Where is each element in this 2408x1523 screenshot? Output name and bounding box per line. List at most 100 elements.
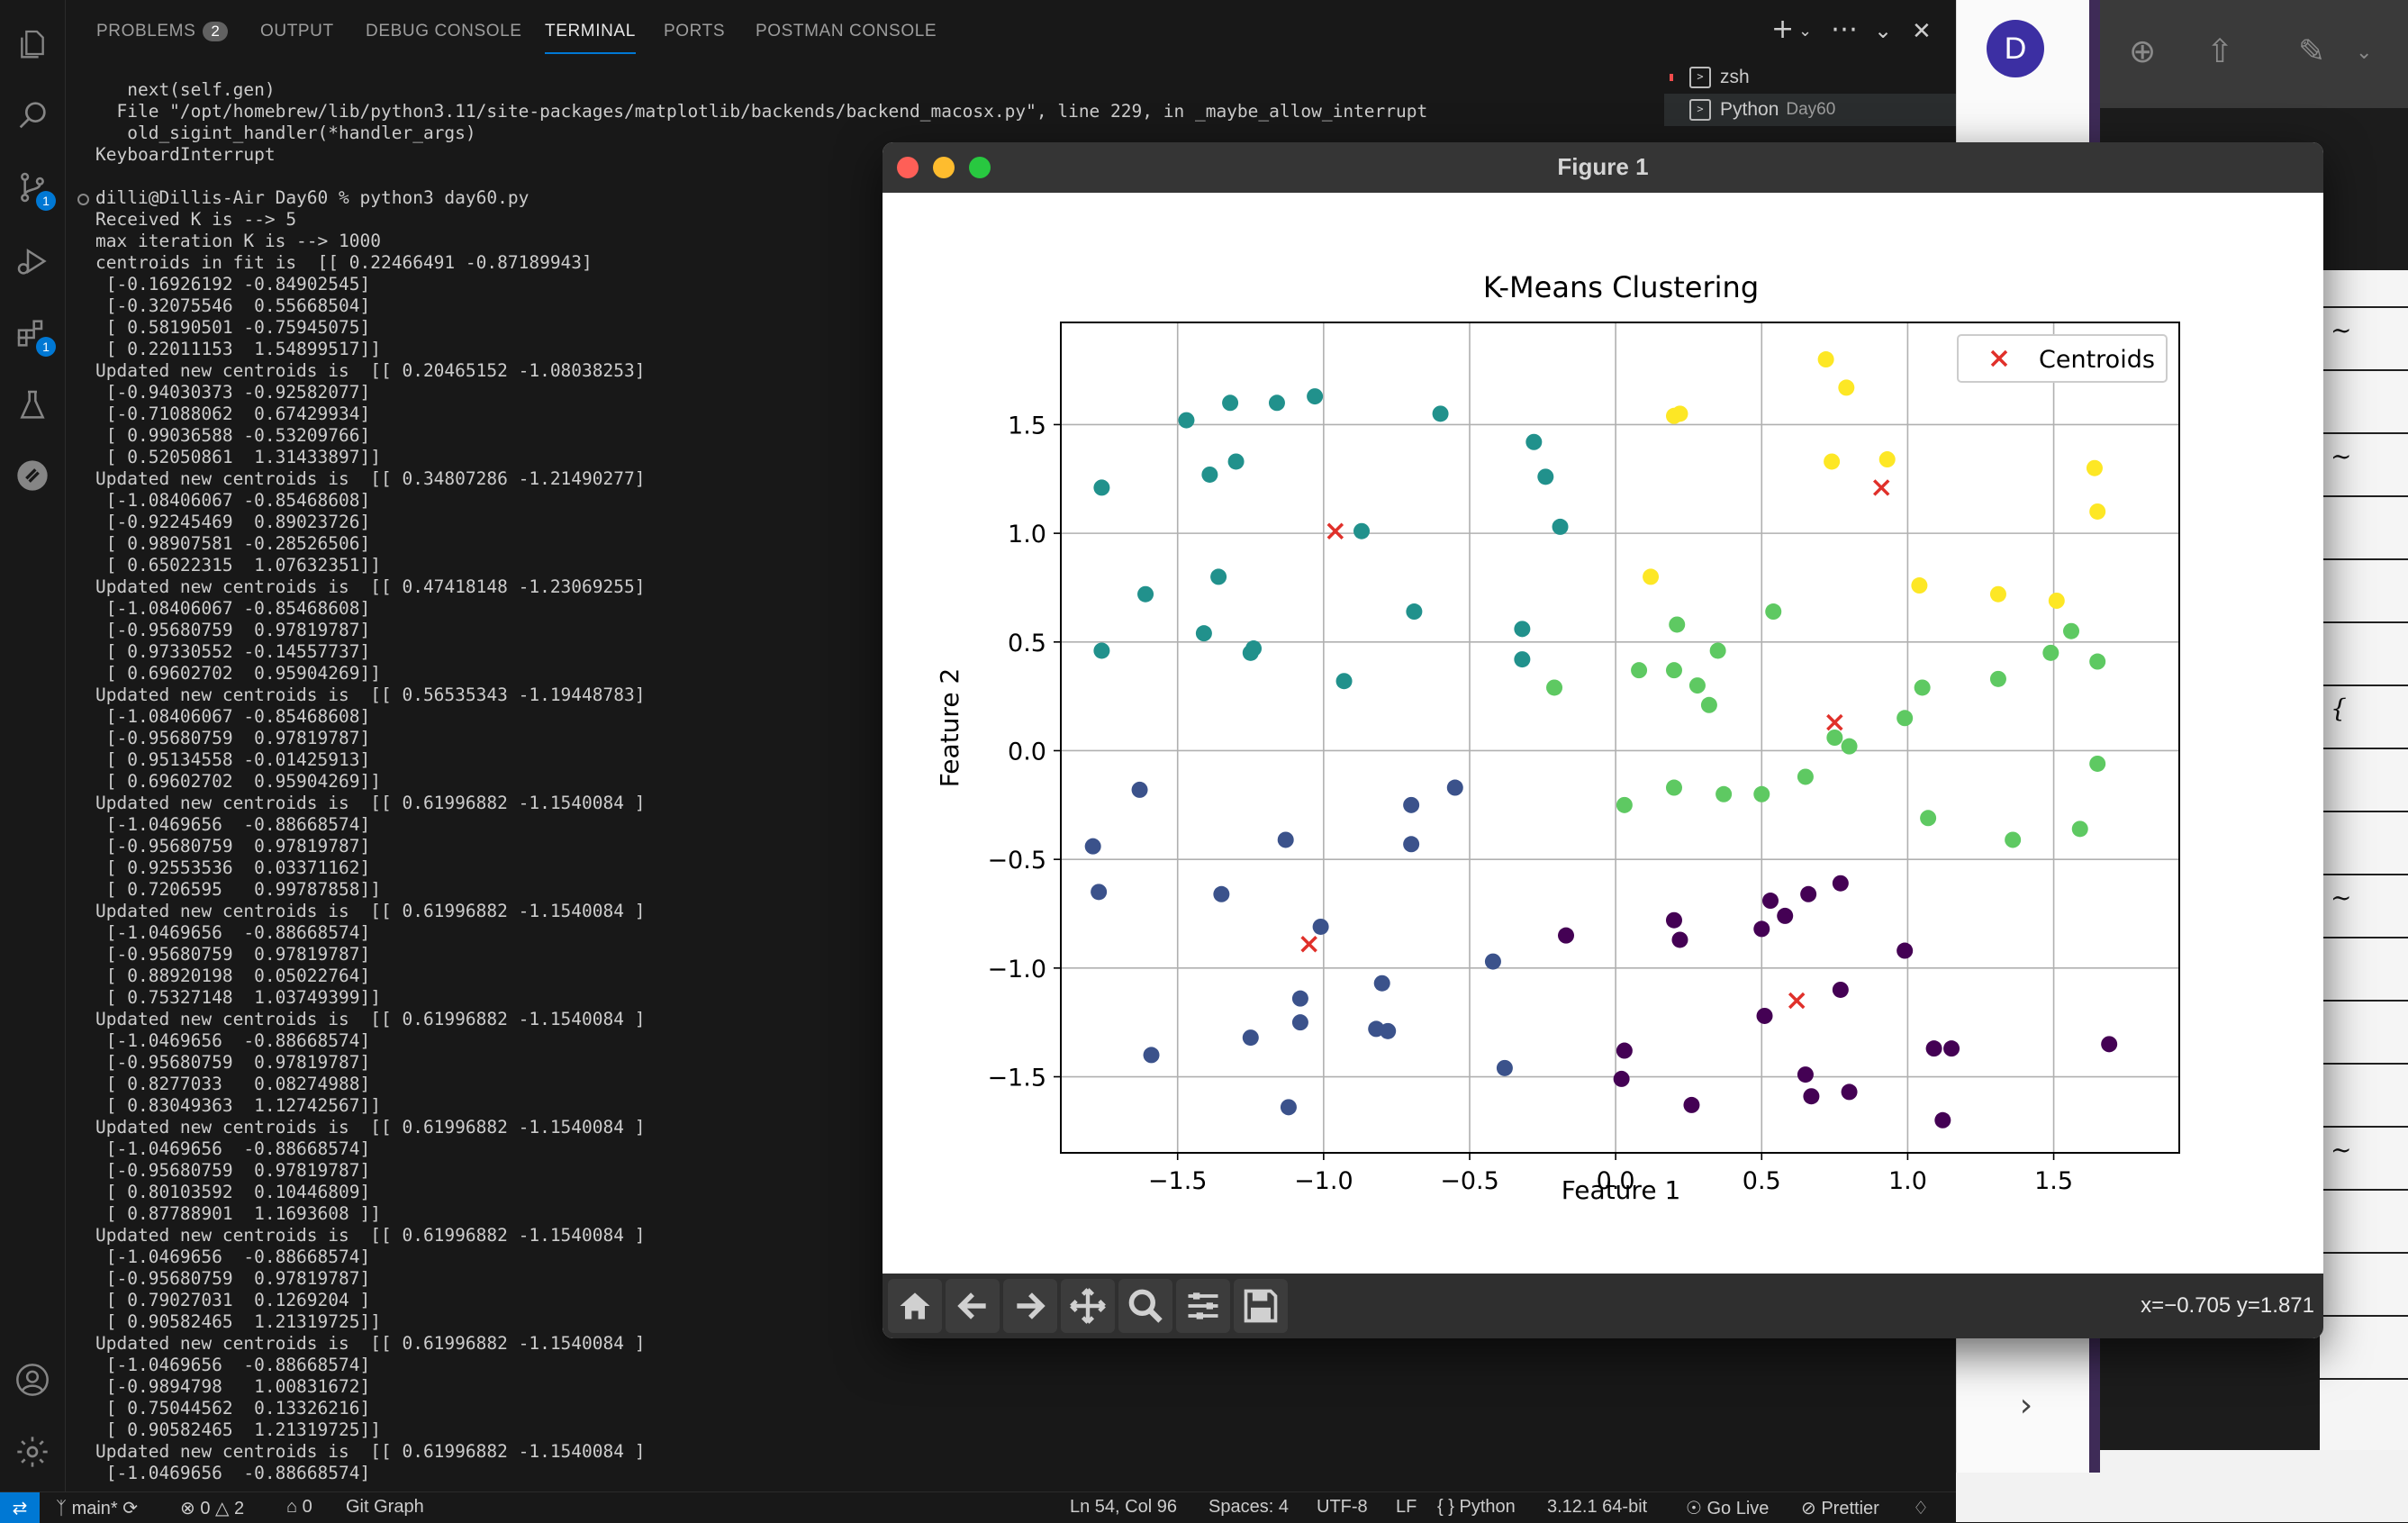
terminal-output[interactable]: next(self.gen) File "/opt/homebrew/lib/p… xyxy=(95,79,1662,1484)
extensions-badge: 1 xyxy=(36,337,56,357)
data-point-cluster-4 xyxy=(1817,351,1834,368)
branch-name: main* xyxy=(71,1499,118,1518)
data-point-cluster-2 xyxy=(1552,518,1569,535)
encoding-indicator[interactable]: UTF-8 xyxy=(1317,1497,1368,1517)
next-page-chevron-icon[interactable]: › xyxy=(2019,1386,2033,1424)
data-point-cluster-2 xyxy=(1201,466,1218,483)
sync-icon[interactable]: ⟳ xyxy=(122,1499,139,1518)
extensions-icon[interactable]: 1 xyxy=(13,313,56,357)
git-graph-button[interactable]: Git Graph xyxy=(346,1497,424,1517)
data-point-cluster-3 xyxy=(2071,820,2088,838)
terminal-dropdown-chevron-icon[interactable]: ⌄ xyxy=(1798,22,1813,41)
tab-ports[interactable]: PORTS xyxy=(664,22,725,41)
terminal-list: > zsh > Python Day60 xyxy=(1664,61,1958,133)
data-point-cluster-4 xyxy=(1671,405,1688,422)
data-point-cluster-2 xyxy=(1537,468,1554,485)
terminal-line: [-0.92245469 0.89023726] xyxy=(95,512,371,532)
configure-subplots-button[interactable] xyxy=(1176,1279,1230,1333)
settings-gear-icon[interactable] xyxy=(13,1432,52,1472)
terminal-line: old_sigint_handler(*handler_args) xyxy=(95,122,476,143)
save-figure-button[interactable] xyxy=(1234,1279,1288,1333)
tab-postman-console[interactable]: POSTMAN CONSOLE xyxy=(756,22,937,41)
data-point-cluster-4 xyxy=(1643,568,1660,585)
explorer-icon[interactable] xyxy=(13,25,52,65)
branch-indicator[interactable]: ᛉ main* ⟳ xyxy=(56,1497,138,1519)
data-point-cluster-0 xyxy=(1800,885,1817,902)
problems-indicator[interactable]: ⊗ 0 △ 2 xyxy=(180,1497,244,1519)
source-control-icon[interactable]: 1 xyxy=(13,168,56,211)
run-debug-icon[interactable] xyxy=(13,241,52,281)
data-point-cluster-0 xyxy=(1762,893,1779,910)
zoom-in-icon[interactable]: ⊕ xyxy=(2129,33,2157,70)
indentation-indicator[interactable]: Spaces: 4 xyxy=(1209,1497,1289,1517)
data-point-cluster-2 xyxy=(1335,673,1353,690)
search-icon[interactable] xyxy=(13,95,52,135)
tab-terminal[interactable]: TERMINAL xyxy=(545,22,636,54)
markup-pen-icon[interactable]: ✎ xyxy=(2298,33,2326,70)
scatter-plot[interactable]: K-Means Clustering −1.5 −1.0 −0.5 0.0 0.5 1.0… xyxy=(883,193,2323,1274)
terminal-line: Updated new centroids is [[ 0.61996882 -… xyxy=(95,901,646,921)
avatar[interactable]: D xyxy=(1987,20,2044,77)
zoom-button[interactable] xyxy=(1118,1279,1172,1333)
collapse-panel-chevron-icon[interactable]: ⌄ xyxy=(1874,18,1893,43)
tab-debug-console[interactable]: DEBUG CONSOLE xyxy=(366,22,522,41)
back-button[interactable] xyxy=(946,1279,1000,1333)
data-point-cluster-0 xyxy=(1925,1040,1942,1057)
terminal-line: [-1.0469656 -0.88668574] xyxy=(95,1247,371,1267)
data-point-cluster-3 xyxy=(1665,779,1682,796)
data-point-cluster-0 xyxy=(1841,1083,1858,1101)
scanned-handwritten-page: ~ ~ { ~ ~ xyxy=(2320,270,2408,1450)
eol-indicator[interactable]: LF xyxy=(1396,1497,1417,1517)
go-live-button[interactable]: ☉ Go Live xyxy=(1686,1497,1769,1519)
minimize-window-button[interactable] xyxy=(933,157,955,178)
y-tick-label: 1.0 xyxy=(1008,521,1046,548)
data-points xyxy=(1084,351,2118,1129)
home-button[interactable] xyxy=(888,1279,942,1333)
more-actions-icon[interactable]: ⋯ xyxy=(1831,14,1858,45)
remote-explorer-icon[interactable] xyxy=(13,456,52,495)
terminal-line: [ 0.58190501 -0.75945075] xyxy=(95,317,371,338)
activity-bar: 1 1 xyxy=(0,0,66,1491)
prettier-button[interactable]: ⊘ Prettier xyxy=(1801,1497,1879,1519)
forward-button[interactable] xyxy=(1003,1279,1057,1333)
data-point-cluster-2 xyxy=(1432,405,1449,422)
ports-icon: ⌂ xyxy=(286,1497,298,1517)
terminal-line: [ 0.92553536 0.03371162] xyxy=(95,857,371,878)
pan-button[interactable] xyxy=(1061,1279,1115,1333)
terminal-line: centroids in fit is [[ 0.22466491 -0.871… xyxy=(95,252,593,273)
data-point-cluster-2 xyxy=(1093,479,1110,496)
terminal-item-zsh[interactable]: > zsh xyxy=(1664,61,1958,94)
zoom-window-button[interactable] xyxy=(969,157,991,178)
markup-dropdown-chevron-icon[interactable]: ⌄ xyxy=(2356,41,2373,64)
close-window-button[interactable] xyxy=(897,157,919,178)
interpreter-indicator[interactable]: 3.12.1 64-bit xyxy=(1547,1497,1648,1517)
terminal-line: Updated new centroids is [[ 0.61996882 -… xyxy=(95,1117,646,1138)
data-point-cluster-3 xyxy=(2005,831,2022,848)
command-decoration-icon[interactable] xyxy=(77,194,89,205)
terminal-item-python[interactable]: > Python Day60 xyxy=(1664,94,1958,126)
matplotlib-figure-window[interactable]: Figure 1 K-Means Clustering −1.5 −1.0 −0.5… xyxy=(883,142,2323,1338)
terminal-item-label: zsh xyxy=(1720,67,1750,87)
language-indicator[interactable]: { } Python xyxy=(1437,1497,1516,1518)
terminal-line: [-1.0469656 -0.88668574] xyxy=(95,1463,371,1483)
data-point-cluster-2 xyxy=(1406,603,1423,621)
tab-output[interactable]: OUTPUT xyxy=(260,22,334,41)
account-icon[interactable] xyxy=(13,1360,52,1400)
figure-title-bar[interactable]: Figure 1 xyxy=(883,142,2323,193)
notifications-bell-icon[interactable]: ♢ xyxy=(1913,1499,1929,1518)
ports-indicator[interactable]: ⌂ 0 xyxy=(286,1497,312,1518)
share-icon[interactable]: ⇧ xyxy=(2206,33,2234,70)
x-tick-label: 0.0 xyxy=(1597,1167,1635,1195)
terminal-item-cwd: Day60 xyxy=(1786,100,1836,119)
tab-problems[interactable]: PROBLEMS 2 xyxy=(96,22,229,41)
data-point-cluster-2 xyxy=(1210,568,1227,585)
centroid-marker xyxy=(1326,522,1344,539)
close-panel-icon[interactable]: ✕ xyxy=(1912,18,1932,45)
testing-icon[interactable] xyxy=(13,385,52,425)
data-point-cluster-2 xyxy=(1353,522,1371,539)
data-point-cluster-2 xyxy=(1514,621,1531,638)
data-point-cluster-0 xyxy=(1897,942,1914,959)
cursor-position[interactable]: Ln 54, Col 96 xyxy=(1070,1497,1177,1517)
new-terminal-plus-icon[interactable]: + xyxy=(1771,14,1795,45)
remote-indicator-icon[interactable]: ⇄ xyxy=(0,1492,40,1523)
